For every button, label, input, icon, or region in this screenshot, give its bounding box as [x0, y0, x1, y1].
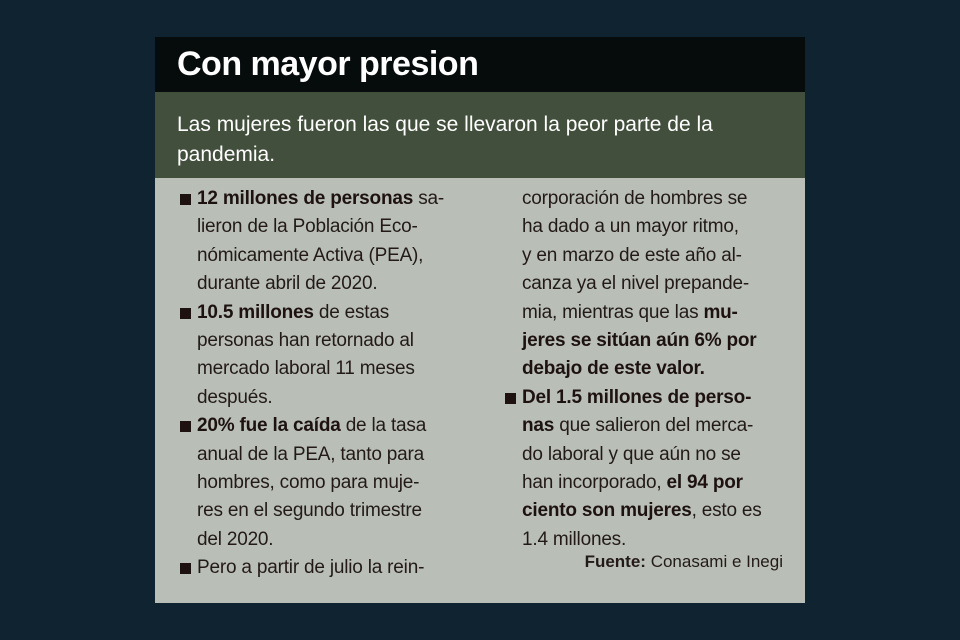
square-bullet-icon: [180, 307, 191, 319]
body-text: que salieron del merca-: [554, 415, 754, 437]
bold-text: el 94 por: [666, 471, 743, 493]
text-line: Del 1.5 millones de perso-: [505, 384, 795, 412]
text-line: 12 millones de personas sa-: [180, 185, 470, 213]
text-line: mia, mientras que las mu-: [505, 299, 795, 327]
source-label: Fuente:: [584, 552, 646, 571]
text-line: res en el segundo trimestre: [180, 497, 470, 525]
body-text: durante abril de 2020.: [197, 273, 378, 295]
text-line: del 2020.: [180, 526, 470, 554]
text-line: después.: [180, 384, 470, 412]
body-text: personas han retornado al: [197, 329, 414, 351]
bold-text: 20% fue la caída: [197, 415, 341, 437]
text-line: canza ya el nivel prepande-: [505, 270, 795, 298]
text-line: nómicamente Activa (PEA),: [180, 242, 470, 270]
text-line: ha dado a un mayor ritmo,: [505, 213, 795, 241]
right-column: corporación de hombres se ha dado a un ma…: [505, 185, 795, 554]
source-credit: Fuente: Conasami e Inegi: [585, 552, 783, 572]
body-text: do laboral y que aún no se: [522, 443, 741, 465]
header-bar: Con mayor presion: [155, 37, 805, 92]
body-text: nómicamente Activa (PEA),: [197, 244, 424, 266]
body-text: de la tasa: [340, 415, 427, 437]
body-text: 1.4 millones.: [522, 528, 627, 550]
text-line: corporación de hombres se: [505, 185, 795, 213]
square-bullet-icon: [505, 392, 516, 404]
square-bullet-icon: [180, 563, 191, 575]
text-line: 10.5 millones de estas: [180, 299, 470, 327]
left-column: 12 millones de personas sa-lieron de la …: [180, 185, 470, 582]
bold-text: Del 1.5 millones de perso-: [522, 386, 752, 408]
body-text: han incorporado,: [522, 471, 667, 493]
body-text: hombres, como para muje-: [197, 471, 420, 493]
bold-text: debajo de este valor.: [522, 358, 705, 380]
infographic-card: Con mayor presion Las mujeres fueron las…: [155, 37, 805, 603]
bold-text: 12 millones de personas: [197, 188, 414, 209]
text-line: ciento son mujeres, esto es: [505, 497, 795, 525]
bold-text: jeres se sitúan aún 6% por: [522, 329, 757, 351]
text-line: jeres se sitúan aún 6% por: [505, 327, 795, 355]
bold-text: 10.5 millones: [197, 301, 314, 323]
text-line: do laboral y que aún no se: [505, 441, 795, 469]
bold-text: ciento son mujeres: [522, 500, 692, 522]
text-line: mercado laboral 11 meses: [180, 355, 470, 383]
text-line: Pero a partir de julio la rein-: [180, 554, 470, 582]
bold-text: nas: [522, 415, 555, 437]
body-text: lieron de la Población Eco-: [197, 216, 418, 238]
text-line: anual de la PEA, tanto para: [180, 441, 470, 469]
text-line: nas que salieron del merca-: [505, 412, 795, 440]
text-line: han incorporado, el 94 por: [505, 469, 795, 497]
body-text: después.: [197, 386, 273, 408]
text-line: debajo de este valor.: [505, 355, 795, 383]
source-text: Conasami e Inegi: [645, 552, 783, 571]
square-bullet-icon: [180, 421, 191, 433]
body-text: ha dado a un mayor ritmo,: [522, 216, 739, 238]
text-line: 1.4 millones.: [505, 526, 795, 554]
body-text: Pero a partir de julio la rein-: [197, 557, 425, 579]
body-text: sa-: [413, 188, 444, 209]
subtitle: Las mujeres fueron las que se llevaron l…: [177, 113, 713, 166]
body-text: de estas: [313, 301, 390, 323]
body-text: anual de la PEA, tanto para: [197, 443, 424, 465]
text-line: y en marzo de este año al-: [505, 242, 795, 270]
square-bullet-icon: [180, 194, 191, 205]
body-text: del 2020.: [197, 528, 274, 550]
body-text: res en el segundo trimestre: [197, 500, 422, 522]
body-text: mia, mientras que las: [522, 301, 704, 323]
bold-text: mu-: [703, 301, 738, 323]
text-line: lieron de la Población Eco-: [180, 213, 470, 241]
page-title: Con mayor presion: [177, 45, 479, 83]
body-text: , esto es: [691, 500, 762, 522]
text-line: hombres, como para muje-: [180, 469, 470, 497]
text-line: durante abril de 2020.: [180, 270, 470, 298]
subtitle-band: Las mujeres fueron las que se llevaron l…: [155, 92, 805, 178]
body-text: corporación de hombres se: [522, 188, 748, 209]
body-text: mercado laboral 11 meses: [197, 358, 415, 380]
text-line: 20% fue la caída de la tasa: [180, 412, 470, 440]
body-text: y en marzo de este año al-: [522, 244, 742, 266]
body-text: canza ya el nivel prepande-: [522, 273, 749, 295]
text-line: personas han retornado al: [180, 327, 470, 355]
